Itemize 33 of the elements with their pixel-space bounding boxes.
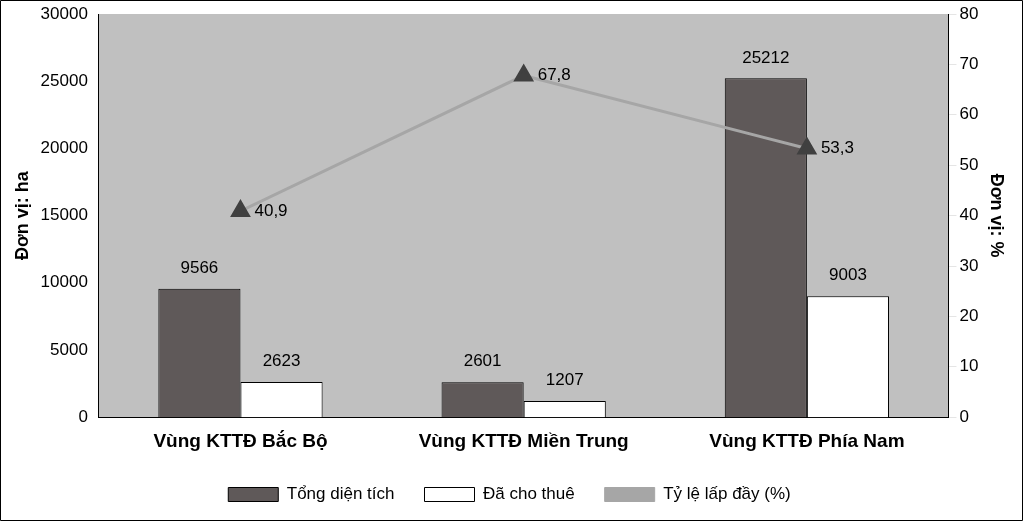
data-label: 40,9 bbox=[254, 200, 288, 220]
legend-label: Tỷ lệ lấp đầy (%) bbox=[663, 484, 791, 504]
y2-tick-label: 70 bbox=[959, 54, 979, 74]
data-label: 9003 bbox=[829, 265, 867, 285]
data-label: 2601 bbox=[463, 351, 502, 371]
data-label: 1207 bbox=[545, 370, 584, 390]
y2-tick-label: 20 bbox=[959, 306, 979, 326]
y-tick-label: 0 bbox=[78, 406, 88, 426]
y2-axis-title: Đơn vị: % bbox=[987, 173, 1008, 258]
y2-tick-label: 10 bbox=[959, 356, 979, 376]
y-axis-title: Đơn vị: ha bbox=[11, 170, 32, 261]
y-tick-label: 10000 bbox=[40, 272, 88, 292]
data-label: 25212 bbox=[742, 47, 790, 67]
x-tick-label: Vùng KTTĐ Bắc Bộ bbox=[153, 429, 328, 451]
data-label: 67,8 bbox=[537, 65, 571, 85]
y2-tick-label: 60 bbox=[959, 104, 979, 124]
y-tick-label: 15000 bbox=[40, 205, 88, 225]
y2-tick-label: 40 bbox=[959, 205, 979, 225]
y2-tick-label: 50 bbox=[959, 154, 979, 174]
y2-tick-label: 0 bbox=[959, 406, 969, 426]
y-tick-label: 30000 bbox=[40, 3, 88, 23]
legend-label: Tổng diện tích bbox=[286, 484, 395, 504]
data-label: 9566 bbox=[180, 257, 219, 277]
y-tick-label: 5000 bbox=[50, 339, 88, 359]
data-label: 53,3 bbox=[820, 138, 854, 158]
y2-tick-label: 30 bbox=[959, 255, 979, 275]
data-label: 2623 bbox=[262, 351, 301, 371]
y2-tick-label: 80 bbox=[959, 3, 979, 23]
x-tick-label: Vùng KTTĐ Miền Trung bbox=[418, 429, 629, 451]
x-tick-label: Vùng KTTĐ Phía Nam bbox=[709, 429, 905, 451]
y-tick-label: 25000 bbox=[40, 70, 88, 90]
y-tick-label: 20000 bbox=[40, 138, 88, 158]
legend-label: Đã cho thuê bbox=[483, 484, 575, 504]
